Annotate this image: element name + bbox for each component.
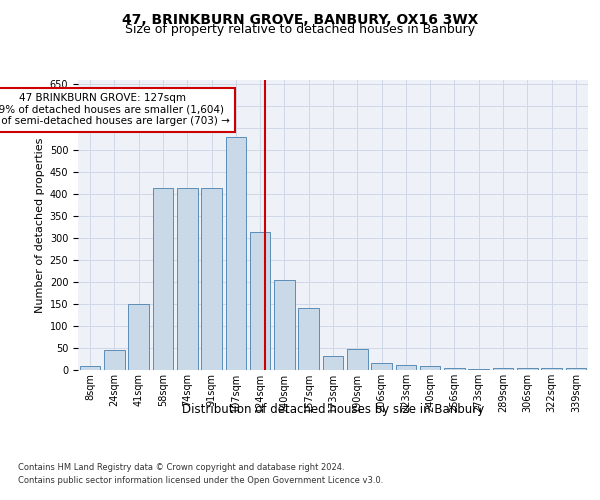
Y-axis label: Number of detached properties: Number of detached properties xyxy=(35,138,46,312)
Bar xyxy=(395,364,416,370)
Bar xyxy=(541,368,562,370)
Bar xyxy=(128,304,149,370)
Bar xyxy=(517,368,538,370)
Bar xyxy=(250,232,271,370)
Bar xyxy=(201,188,222,370)
Text: 47 BRINKBURN GROVE: 127sqm
← 69% of detached houses are smaller (1,604)
30% of s: 47 BRINKBURN GROVE: 127sqm ← 69% of deta… xyxy=(0,93,230,126)
Bar xyxy=(226,137,246,370)
Bar xyxy=(80,366,100,370)
Bar xyxy=(152,188,173,370)
Text: Distribution of detached houses by size in Banbury: Distribution of detached houses by size … xyxy=(182,402,484,415)
Bar xyxy=(347,350,368,370)
Bar xyxy=(566,368,586,370)
Text: Size of property relative to detached houses in Banbury: Size of property relative to detached ho… xyxy=(125,22,475,36)
Bar xyxy=(493,368,514,370)
Bar xyxy=(298,308,319,370)
Bar xyxy=(177,188,197,370)
Bar xyxy=(444,368,465,370)
Bar xyxy=(371,364,392,370)
Bar xyxy=(274,280,295,370)
Text: Contains public sector information licensed under the Open Government Licence v3: Contains public sector information licen… xyxy=(18,476,383,485)
Bar xyxy=(323,356,343,370)
Bar xyxy=(420,366,440,370)
Bar xyxy=(469,369,489,370)
Text: 47, BRINKBURN GROVE, BANBURY, OX16 3WX: 47, BRINKBURN GROVE, BANBURY, OX16 3WX xyxy=(122,12,478,26)
Bar xyxy=(104,350,125,370)
Text: Contains HM Land Registry data © Crown copyright and database right 2024.: Contains HM Land Registry data © Crown c… xyxy=(18,462,344,471)
